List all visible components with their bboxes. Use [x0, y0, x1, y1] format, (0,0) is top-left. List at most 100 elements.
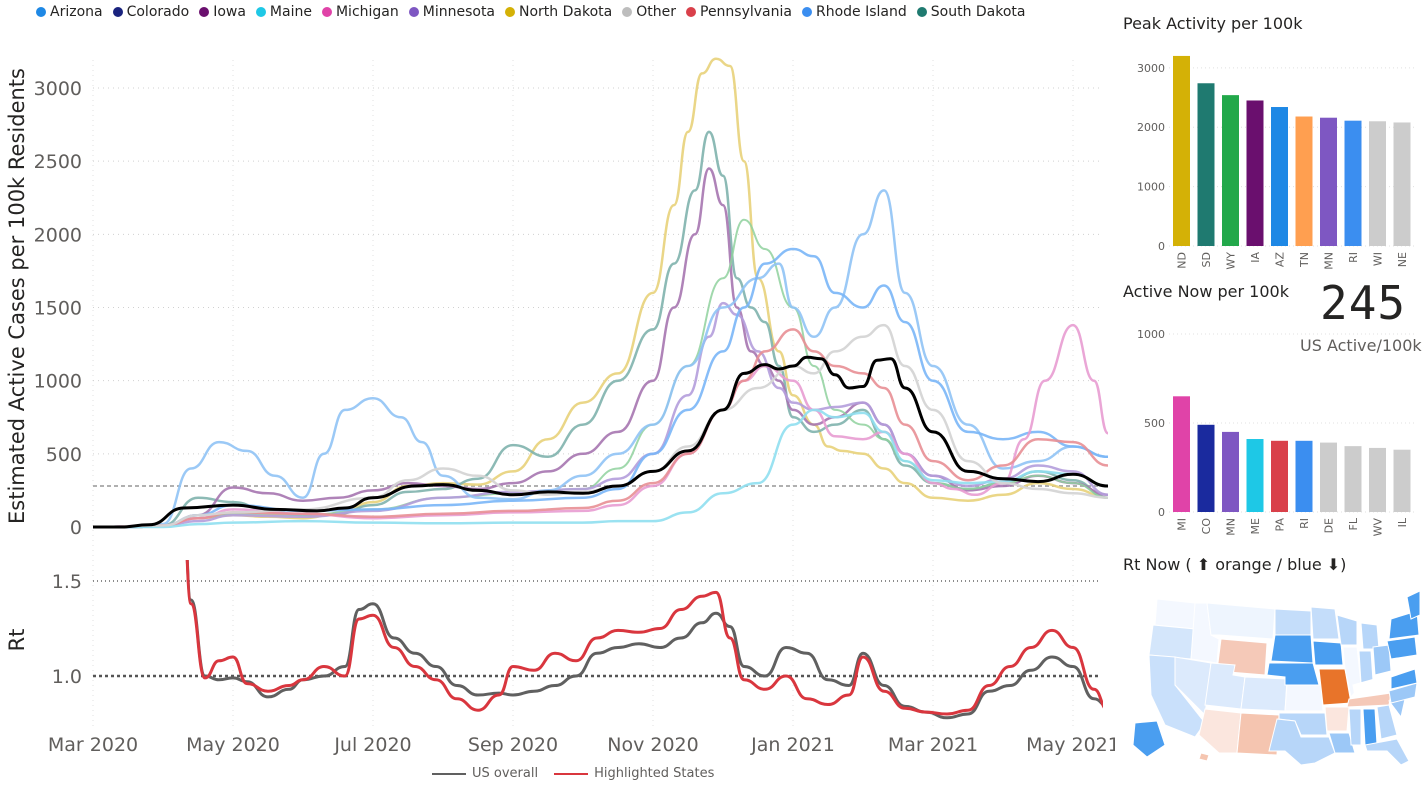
map-state-tx[interactable]: [1268, 718, 1336, 765]
map-state-sd[interactable]: [1270, 634, 1314, 664]
map-state-nd[interactable]: [1274, 608, 1312, 636]
map-state-hi[interactable]: [1198, 752, 1210, 762]
series-line-arizona: [93, 189, 1109, 529]
map-state-al[interactable]: [1362, 708, 1378, 746]
bar-y-tick-label: 1000: [1137, 181, 1165, 194]
map-state-wi[interactable]: [1336, 614, 1358, 646]
map-state-in[interactable]: [1358, 650, 1374, 684]
bar-me: [1246, 439, 1264, 512]
legend-label: Minnesota: [422, 4, 496, 20]
legend-item-maine[interactable]: Maine: [255, 4, 312, 20]
bar-category-label: DE: [1323, 518, 1336, 533]
y-tick-label: 0: [70, 517, 82, 539]
rt-legend-highlighted-swatch: [554, 772, 589, 775]
map-state-az[interactable]: [1198, 708, 1242, 754]
map-state-ia[interactable]: [1312, 640, 1344, 666]
x-tick-label: Sep 2020: [468, 734, 558, 756]
main-y-axis-label: Estimated Active Cases per 100k Resident…: [5, 68, 29, 524]
map-state-ks[interactable]: [1284, 684, 1324, 712]
map-state-ne-states[interactable]: [1406, 590, 1420, 620]
legend-item-other[interactable]: Other: [622, 4, 676, 20]
rt-legend-us[interactable]: US overall: [432, 766, 538, 781]
legend-item-south-dakota[interactable]: South Dakota: [916, 4, 1026, 20]
legend-item-arizona[interactable]: Arizona: [36, 4, 103, 20]
legend-item-colorado[interactable]: Colorado: [112, 4, 189, 20]
x-tick-label: Mar 2020: [48, 734, 138, 756]
bar-wv: [1369, 447, 1386, 512]
bar-category-label: ME: [1249, 518, 1262, 534]
peak-activity-chart: 0 1000 2000 3000 ND SD WY IA AZ TN MN RI WI NE: [1137, 55, 1414, 270]
bar-sd: [1197, 83, 1215, 246]
series-legend: Arizona Colorado Iowa Maine Michigan Minnesot…: [36, 4, 1026, 20]
rt-us-map[interactable]: [1125, 585, 1420, 765]
bar-de: [1320, 442, 1337, 512]
map-state-co[interactable]: [1240, 676, 1288, 712]
map-state-ga[interactable]: [1376, 704, 1398, 740]
rt-map-title: Rt Now ( ⬆ orange / blue ⬇): [1123, 555, 1347, 574]
bar-az: [1271, 107, 1288, 246]
legend-item-rhode-island[interactable]: Rhode Island: [801, 4, 907, 20]
map-state-la[interactable]: [1328, 732, 1356, 754]
legend-label: Arizona: [50, 4, 103, 20]
legend-dot-other: [622, 7, 633, 17]
map-state-mi[interactable]: [1360, 622, 1380, 650]
legend-item-iowa[interactable]: Iowa: [199, 4, 246, 20]
rt-y-tick-label: 1.5: [52, 571, 82, 593]
bar-y-tick-label: 1000: [1137, 328, 1165, 341]
legend-dot-south-dakota: [916, 7, 927, 17]
x-tick-label: Mar 2021: [888, 734, 978, 756]
map-state-ar[interactable]: [1324, 706, 1350, 732]
map-state-ak[interactable]: [1132, 720, 1166, 758]
map-state-mn[interactable]: [1310, 606, 1340, 640]
map-state-oh[interactable]: [1372, 644, 1392, 676]
legend-item-north-dakota[interactable]: North Dakota: [505, 4, 612, 20]
bar-wy: [1222, 95, 1239, 246]
bar-category-label: WV: [1372, 518, 1385, 537]
legend-dot-rhode-island: [801, 7, 812, 17]
bar-pa: [1271, 440, 1288, 512]
map-state-nm[interactable]: [1236, 712, 1280, 756]
rt-legend-highlighted[interactable]: Highlighted States: [554, 766, 714, 781]
bar-il: [1393, 449, 1411, 512]
map-state-ms[interactable]: [1348, 708, 1362, 746]
legend-item-pennsylvania[interactable]: Pennsylvania: [686, 4, 792, 20]
bar-mn: [1222, 431, 1239, 512]
bar-category-label: PA: [1274, 518, 1287, 532]
bar-y-tick-label: 0: [1158, 240, 1165, 253]
y-tick-label: 2500: [34, 151, 82, 173]
y-tick-label: 1000: [34, 371, 82, 393]
rt-legend-us-label: US overall: [472, 766, 539, 781]
series-line-michigan: [92, 323, 1110, 529]
map-state-va[interactable]: [1390, 668, 1418, 690]
legend-dot-maine: [255, 7, 266, 17]
series-line-wyoming: [92, 218, 1109, 528]
map-state-or[interactable]: [1148, 624, 1196, 660]
bar-ri: [1295, 440, 1313, 512]
x-tick-label: Nov 2020: [607, 734, 698, 756]
map-state-tn[interactable]: [1346, 692, 1392, 708]
bar-category-label: IL: [1396, 517, 1409, 527]
bar-category-label: CO: [1200, 518, 1213, 535]
legend-dot-arizona: [36, 7, 46, 17]
legend-label: South Dakota: [930, 4, 1026, 20]
legend-label: Other: [636, 4, 676, 20]
map-state-pa[interactable]: [1386, 636, 1418, 660]
rt-y-tick-label: 1.0: [52, 666, 82, 688]
legend-item-michigan[interactable]: Michigan: [321, 4, 399, 20]
series-line-north-dakota: [93, 57, 1109, 529]
active-now-chart: 0 500 1000 MI CO MN ME PA RI DE FL WV IL: [1137, 328, 1414, 537]
bar-category-label: FL: [1347, 517, 1360, 530]
bar-category-label: MN: [1323, 252, 1336, 270]
bar-mi: [1173, 396, 1190, 512]
x-tick-label: May 2021: [1026, 734, 1115, 756]
bar-y-tick-label: 0: [1158, 506, 1165, 519]
rt-y-axis-label: Rt: [5, 629, 29, 652]
map-state-mt[interactable]: [1206, 602, 1276, 640]
map-state-fl[interactable]: [1364, 738, 1410, 765]
legend-item-minnesota[interactable]: Minnesota: [408, 4, 496, 20]
x-tick-label: Jan 2021: [750, 734, 835, 756]
series-line-minnesota: [92, 301, 1109, 529]
map-state-wa[interactable]: [1154, 598, 1196, 630]
bar-category-label: WY: [1225, 252, 1238, 270]
map-state-ne[interactable]: [1266, 662, 1320, 686]
